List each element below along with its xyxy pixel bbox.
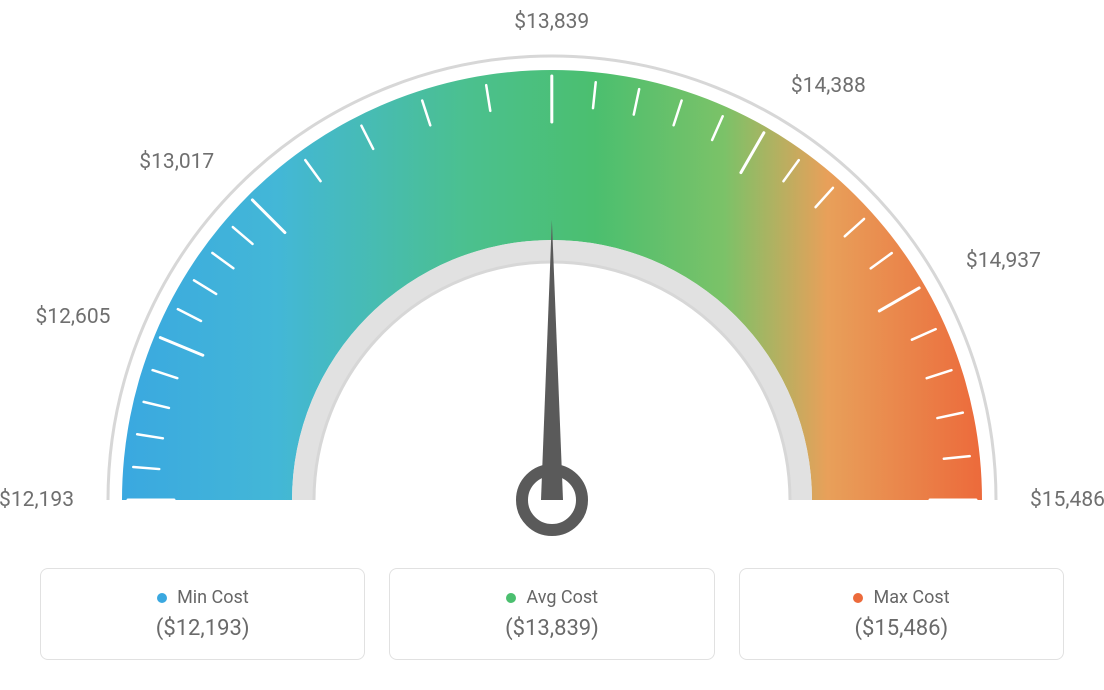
avg-cost-label-text: Avg Cost <box>526 587 598 608</box>
gauge-tick-label: $15,486 <box>1030 488 1104 512</box>
max-cost-value: ($15,486) <box>750 616 1053 641</box>
gauge-tick-label: $14,388 <box>791 74 866 98</box>
summary-cards: Min Cost ($12,193) Avg Cost ($13,839) Ma… <box>40 568 1064 660</box>
gauge-tick-label: $13,839 <box>514 10 589 34</box>
avg-cost-dot <box>506 593 516 603</box>
gauge-area: $12,193 $12,605 $13,017 $13,839 $14,388 $14,9… <box>0 0 1104 560</box>
max-cost-label-text: Max Cost <box>874 587 950 608</box>
gauge-tick-label: $12,193 <box>0 488 74 512</box>
max-cost-dot <box>853 593 863 603</box>
gauge-tick-label: $14,937 <box>966 249 1041 273</box>
gauge-svg: $12,193 $12,605 $13,017 $13,839 $14,388 $14,9… <box>0 0 1104 560</box>
min-cost-card: Min Cost ($12,193) <box>40 568 365 660</box>
max-cost-label: Max Cost <box>750 587 1053 608</box>
min-cost-label-text: Min Cost <box>177 587 249 608</box>
min-cost-value: ($12,193) <box>51 616 354 641</box>
min-cost-dot <box>157 593 167 603</box>
min-cost-label: Min Cost <box>51 587 354 608</box>
chart-container: $12,193 $12,605 $13,017 $13,839 $14,388 $14,9… <box>0 0 1104 690</box>
avg-cost-card: Avg Cost ($13,839) <box>389 568 714 660</box>
avg-cost-value: ($13,839) <box>400 616 703 641</box>
max-cost-card: Max Cost ($15,486) <box>739 568 1064 660</box>
avg-cost-label: Avg Cost <box>400 587 703 608</box>
gauge-tick-label: $12,605 <box>35 305 110 329</box>
gauge-tick-label: $13,017 <box>139 150 214 174</box>
